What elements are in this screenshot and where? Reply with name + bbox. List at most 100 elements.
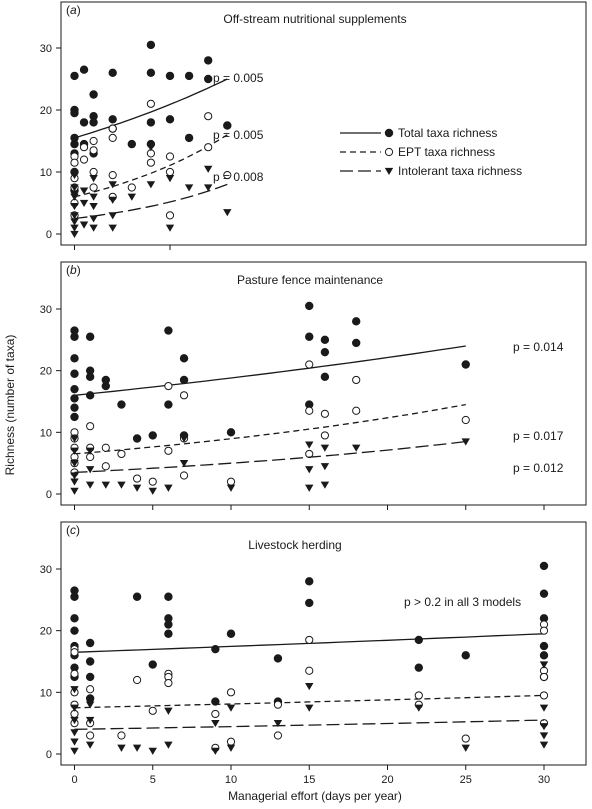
data-point	[89, 215, 98, 223]
data-point	[132, 744, 142, 752]
data-point	[117, 481, 126, 489]
data-point	[223, 121, 232, 130]
data-point	[70, 384, 79, 394]
data-point	[85, 694, 95, 703]
x-tick-label: 5	[150, 774, 156, 786]
data-point	[273, 654, 283, 663]
data-point	[305, 332, 314, 341]
p-value-label: p = 0.005	[213, 128, 264, 142]
data-point	[89, 175, 98, 183]
y-tick-label: 0	[46, 489, 52, 501]
data-point	[85, 741, 95, 749]
data-point	[108, 133, 117, 142]
data-point	[223, 171, 232, 180]
legend-label: Intolerant taxa richness	[398, 164, 522, 178]
fit-line	[74, 183, 228, 220]
data-point	[352, 444, 361, 452]
data-point	[85, 481, 95, 489]
data-point	[204, 112, 213, 121]
p-value-label: p = 0.014	[513, 340, 564, 354]
data-point	[148, 706, 157, 715]
panel-frame	[60, 521, 587, 766]
y-tick-label: 10	[40, 427, 52, 439]
data-point	[320, 372, 330, 382]
data-point	[70, 202, 79, 211]
data-point	[164, 326, 173, 335]
data-point	[89, 118, 98, 127]
data-point	[70, 230, 79, 238]
panel-frame	[60, 1, 587, 246]
data-point	[70, 158, 79, 167]
data-point	[179, 471, 189, 480]
data-point	[165, 152, 175, 161]
data-point	[305, 666, 314, 675]
data-point	[108, 68, 117, 77]
data-point	[70, 704, 79, 712]
data-point	[70, 71, 79, 81]
data-point	[539, 704, 549, 712]
data-point	[70, 669, 79, 678]
data-point	[85, 701, 95, 709]
data-point	[146, 158, 155, 167]
data-point	[164, 484, 173, 492]
data-point	[179, 460, 189, 468]
data-point	[273, 720, 283, 728]
y-tick-label: 20	[40, 105, 52, 117]
data-point	[226, 744, 236, 752]
data-point	[414, 691, 423, 700]
fit-line	[74, 440, 466, 474]
data-point	[146, 68, 156, 77]
data-point	[101, 481, 110, 489]
data-point	[70, 626, 79, 635]
data-point	[85, 447, 95, 455]
data-point	[305, 598, 314, 608]
data-point	[70, 478, 79, 486]
panel-c: 0 10 20 30 0 5 10 15 20 25 30 (c) Livestock herding p…	[40, 521, 587, 786]
data-point	[70, 460, 79, 468]
data-point	[70, 193, 79, 201]
data-point	[127, 193, 136, 201]
data-point	[320, 463, 330, 471]
data-point	[539, 651, 549, 660]
data-point	[70, 412, 79, 422]
data-point	[70, 729, 79, 737]
data-point	[211, 747, 220, 755]
data-point	[79, 221, 89, 229]
y-tick-label: 30	[40, 304, 52, 316]
data-point	[132, 592, 142, 601]
data-point	[305, 441, 314, 449]
data-point	[89, 146, 98, 155]
data-point	[273, 731, 283, 740]
data-point	[226, 704, 236, 712]
data-point	[70, 184, 79, 192]
data-point	[146, 144, 156, 152]
data-point	[165, 71, 175, 81]
data-point	[539, 672, 549, 682]
series-intolerant	[70, 661, 549, 755]
data-point	[101, 381, 110, 391]
data-point	[133, 474, 142, 483]
data-point	[101, 462, 110, 471]
data-point	[79, 143, 89, 152]
panel-label: (a)	[66, 3, 81, 17]
data-point	[165, 115, 175, 124]
y-tick-label: 10	[40, 687, 52, 699]
data-point	[70, 592, 79, 601]
data-point	[70, 716, 79, 725]
data-point	[352, 338, 361, 348]
data-point	[108, 124, 117, 133]
data-point	[117, 744, 126, 752]
legend-label: EPT taxa richness	[398, 145, 495, 159]
data-point	[70, 403, 79, 412]
data-point	[70, 369, 79, 378]
p-value-label: p = 0.008	[213, 170, 264, 184]
data-point	[179, 354, 189, 363]
data-point	[539, 561, 549, 571]
data-point	[70, 354, 79, 363]
fit-line	[74, 78, 228, 139]
data-point	[305, 484, 314, 492]
panel-a: 0 10 20 30 (a) Off-stream nutritional supplem…	[40, 1, 587, 250]
data-point	[70, 171, 79, 180]
data-point	[85, 332, 95, 341]
data-point	[85, 716, 95, 725]
